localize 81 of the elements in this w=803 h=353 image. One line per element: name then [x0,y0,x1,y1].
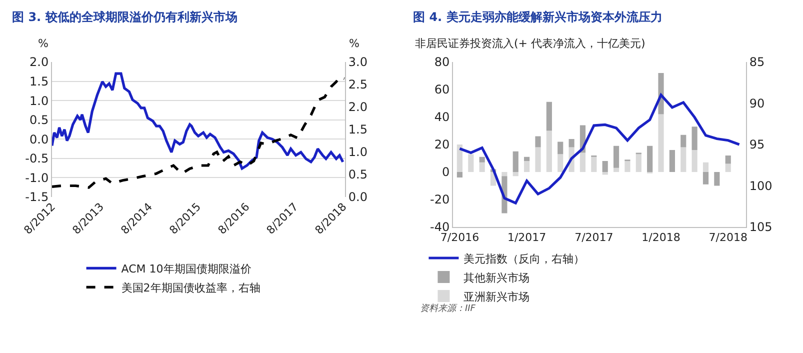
bar [502,172,508,176]
legend-label: 美元指数（反向，右轴） [464,252,585,266]
bar [456,172,463,178]
y2-axis-title: % [349,37,360,50]
x-tick-label: 1/2018 [642,231,680,244]
line-series [52,76,345,189]
y2-tick-label: 85 [749,55,765,70]
bar [580,152,586,172]
bar [624,161,630,172]
x-tick-label: 7/2018 [708,231,748,244]
bar [468,154,474,172]
bar [613,168,620,172]
x-tick-label: 1/2017 [507,231,546,244]
legend-label: ACM 10年期国债期限溢价 [121,262,252,276]
y2-tick-label: 1.5 [348,122,368,137]
bar [647,146,653,172]
x-tick-label: 7/2017 [574,231,614,244]
bar [479,162,485,172]
legend-label: 其他新兴市场 [464,271,530,284]
y-tick-label: 0.0 [30,132,49,146]
y2-tick-label: 0.0 [348,190,368,204]
bar [702,162,709,172]
bar [524,156,530,161]
y2-tick-label: 2.0 [348,100,368,114]
bar [680,134,686,148]
bar [702,172,709,184]
bar [602,172,608,175]
y-tick-label: -1.5 [25,190,49,204]
bar [680,147,686,172]
bar [456,144,463,172]
bar [558,142,564,154]
y2-tick-label: 90 [749,96,765,110]
legend-label: 亚洲新兴市场 [464,290,530,304]
chart-title: 图 3. 较低的全球期限溢价仍有利新兴市场 [12,10,238,24]
y-tick-label: 2.0 [30,55,49,70]
bar [512,151,518,172]
bar [669,150,675,172]
y-tick-label: 0.5 [30,113,49,128]
bar [524,161,530,172]
bar [512,172,518,176]
bar [546,130,552,172]
bar [714,172,720,186]
y2-tick-label: 100 [749,178,772,193]
y-tick-label: 1.0 [30,94,49,108]
bar [602,161,608,172]
chart-title: 图 4. 美元走弱亦能缓解新兴市场资本外流压力 [413,10,662,24]
y-tick-label: -0.5 [25,152,49,166]
legend-label: 美国2年期国债收益率，右轴 [121,281,260,294]
bar [546,102,552,131]
y2-tick-label: 1.0 [348,145,368,160]
y-tick-label: 80 [434,55,450,70]
y-axis-title: 非居民证券投资流入(+ 代表净流入，十亿美元) [415,37,646,50]
y-axis-title: % [38,37,48,50]
y2-tick-label: 0.5 [348,168,368,182]
bar [613,146,620,168]
line-series [52,72,344,170]
y-tick-label: 60 [434,82,450,97]
bar [591,156,597,172]
bar [658,114,664,172]
y2-tick-label: 2.5 [348,78,368,92]
y-tick-label: -1.0 [25,170,49,185]
bar [535,147,541,172]
y-tick-label: 20 [434,138,450,152]
y-tick-label: 40 [434,110,450,124]
text: 资料来源：IIF [420,303,476,314]
y2-tick-label: 105 [749,220,772,234]
bar [725,164,731,172]
y-tick-label: -20 [430,192,450,207]
y-tick-label: 1.5 [30,74,49,88]
y-tick-label: 0 [442,165,450,180]
bar [725,156,731,164]
bar [636,154,642,172]
bar [692,150,698,172]
y2-tick-label: 95 [749,138,765,152]
y2-tick-label: 3.0 [348,55,368,70]
bar [568,139,574,148]
bar [692,126,698,150]
bar [558,154,564,172]
bar [479,156,485,162]
bar [535,136,541,148]
line-series [458,94,741,204]
